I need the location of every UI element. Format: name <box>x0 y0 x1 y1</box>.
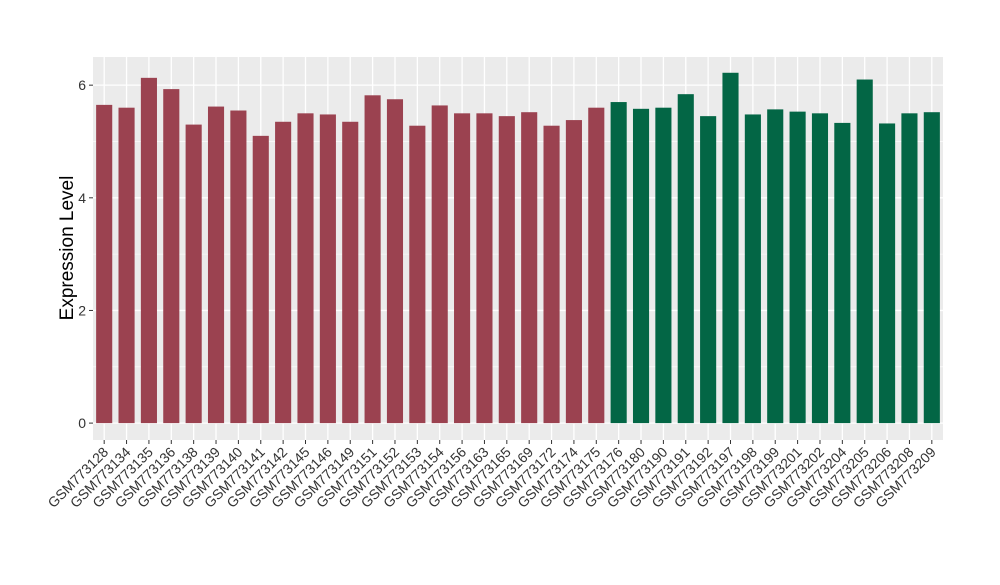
bar <box>252 135 269 424</box>
bar <box>923 112 940 424</box>
bar <box>543 125 560 424</box>
bar <box>297 113 314 424</box>
bar <box>118 107 135 424</box>
bar <box>901 113 918 424</box>
bar <box>856 79 873 424</box>
bar <box>319 114 336 424</box>
x-axis: GSM773128GSM773134GSM773135GSM773136GSM7… <box>44 440 939 511</box>
bar <box>96 104 113 424</box>
bar <box>610 102 627 424</box>
y-tick-label: 6 <box>78 77 86 93</box>
bar <box>185 124 202 424</box>
bar <box>588 107 605 424</box>
bar <box>431 105 448 424</box>
y-tick-label: 4 <box>78 190 86 206</box>
bar <box>207 106 225 424</box>
bar <box>811 113 829 424</box>
bar <box>163 89 180 424</box>
bar <box>409 125 426 424</box>
bar <box>744 114 761 424</box>
bar <box>454 113 471 424</box>
bar <box>364 95 381 424</box>
y-tick-label: 0 <box>78 415 86 431</box>
bar <box>342 121 359 424</box>
bar <box>879 123 896 424</box>
bar <box>275 121 292 424</box>
bar <box>498 116 515 424</box>
bar <box>767 109 784 424</box>
bar <box>521 112 538 424</box>
bar <box>834 122 851 424</box>
bar <box>722 72 739 424</box>
y-tick-label: 2 <box>78 302 86 318</box>
bar <box>632 108 650 424</box>
bar <box>565 120 582 424</box>
bar <box>476 113 493 424</box>
bar <box>230 110 247 424</box>
bar <box>386 99 404 424</box>
bar <box>789 111 806 424</box>
y-axis-label: Expression Level <box>57 176 78 321</box>
bar <box>655 107 672 424</box>
bar <box>140 77 157 424</box>
bars <box>96 72 940 424</box>
bar <box>700 116 717 424</box>
y-axis: 0 2 4 6 <box>78 77 93 431</box>
bar <box>677 94 694 424</box>
